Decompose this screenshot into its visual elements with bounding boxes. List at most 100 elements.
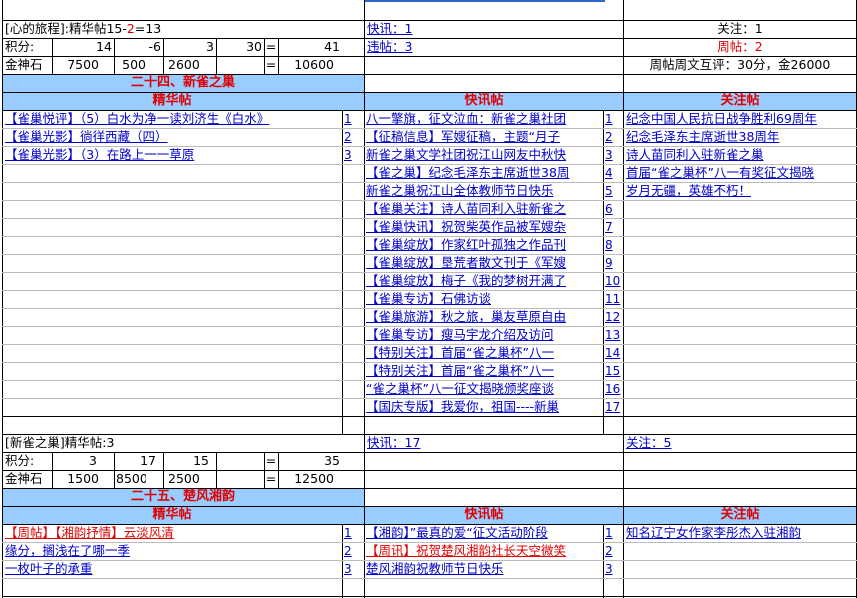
list-item-number[interactable]: 17 — [605, 400, 621, 414]
jifen-equals: = — [265, 453, 277, 468]
jinshenshi-total: 10600 — [294, 57, 334, 72]
list-item-link[interactable]: 【特别关注】首届“雀之巢杯”八一 — [366, 363, 554, 378]
list-item-link[interactable]: 知名辽宁女作家李彤杰入驻湘韵 — [626, 525, 802, 540]
list-item-link[interactable]: 新雀之巢文学社团祝江山网友中秋快 — [366, 147, 567, 162]
list-item-link[interactable]: 【雀巢关注】诗人苗同利入驻新雀之 — [366, 201, 567, 216]
list-item-number[interactable]: 4 — [605, 166, 613, 180]
list-item-number[interactable]: 8 — [605, 238, 613, 252]
list-item-number[interactable]: 3 — [344, 148, 352, 162]
list-item-number[interactable]: 3 — [344, 562, 352, 576]
section-header-bg — [3, 92, 856, 110]
zhoutie-note: 周帖周文互评：30分，金26000 — [649, 57, 831, 72]
list-item-link[interactable]: 【雀巢绽放】作家红叶孤独之作品刊 — [366, 237, 567, 252]
section2-summary-right[interactable]: 关注：5 — [626, 435, 672, 450]
list-item-number[interactable]: 12 — [605, 310, 621, 324]
list-item-number[interactable]: 7 — [605, 220, 613, 234]
list-item-link[interactable]: 岁月无疆，英雄不朽！ — [626, 183, 752, 198]
section2-summary-left: [新雀之巢]精华帖:3 — [5, 435, 115, 450]
section1-title-red: 2 — [126, 21, 135, 36]
list-item-link[interactable]: 【国庆专版】我爱你，祖国----新巢 — [366, 399, 560, 414]
list-item-link[interactable]: 首届“雀之巢杯”八一有奖征文揭晓 — [626, 165, 814, 180]
jifen-value: 3 — [89, 453, 97, 468]
jinshenshi-value: 500 — [122, 57, 146, 72]
section2-summary-mid[interactable]: 快讯：17 — [367, 435, 421, 450]
jinshenshi-value: 2500 — [168, 471, 200, 486]
jinshenshi-equals: = — [265, 471, 277, 486]
list-item-link[interactable]: 【湘韵】”最真的爱“征文活动阶段 — [366, 525, 548, 540]
jinshenshi-label: 金神石 — [5, 471, 43, 486]
list-item-number[interactable]: 16 — [605, 382, 621, 396]
list-item-number[interactable]: 10 — [605, 274, 621, 288]
section1-title: [心的旅程]:精华帖15-2=13 — [5, 21, 162, 36]
list-item-link[interactable]: 【特别关注】首届“雀之巢杯”八一 — [366, 345, 554, 360]
list-item-number[interactable]: 11 — [605, 292, 621, 306]
section3-col1-header: 精华帖 — [152, 507, 192, 522]
list-item-number[interactable]: 3 — [605, 562, 613, 576]
list-item-number[interactable]: 1 — [344, 112, 352, 126]
list-item-link[interactable]: 【周帖】【湘韵抒情】云淡风清 — [5, 525, 174, 540]
list-item-link[interactable]: 【雀之巢】纪念毛泽东主席逝世38周 — [366, 165, 570, 180]
section3-col3-header: 关注帖 — [720, 507, 760, 522]
list-item-number[interactable]: 2 — [605, 544, 613, 558]
list-item-link[interactable]: 诗人苗同利入驻新雀之巢 — [626, 147, 764, 162]
list-item-link[interactable]: 【雀巢绽放】垦荒者散文刊于《军嫂 — [366, 255, 567, 270]
list-item-link[interactable]: 一枚叶子的承重 — [5, 561, 93, 576]
list-item-number[interactable]: 13 — [605, 328, 621, 342]
list-item-link[interactable]: 【雀巢悦评】（5）白水为净一读刘济生《白水》 — [5, 111, 270, 126]
section3-col2-header: 快讯帖 — [464, 507, 504, 522]
list-item-link[interactable]: 【雀巢旅游】秋之旅，巢友草原自由 — [366, 309, 567, 324]
list-item-link[interactable]: 【雀巢快讯】祝贺柴英作品被军嫂杂 — [366, 219, 567, 234]
list-item-link[interactable]: 楚风湘韵祝教师节日快乐 — [366, 561, 504, 576]
jinshenshi-value: 1500 — [67, 471, 99, 486]
jinshenshi-value: 7500 — [67, 57, 99, 72]
list-item-link[interactable]: 【雀巢绽放】梅子《我的梦树开满了 — [366, 273, 567, 288]
section2-col2-header: 快讯帖 — [464, 93, 504, 108]
list-item-link[interactable]: 【周讯】祝贺楚风湘韵社长天空微笑 — [366, 543, 567, 558]
list-item-link[interactable]: “雀之巢杯”八一征文揭晓颁奖座谈 — [366, 381, 554, 396]
jifen-equals: = — [265, 39, 277, 54]
list-item-number[interactable]: 2 — [344, 130, 352, 144]
jifen-value: 17 — [140, 453, 156, 468]
list-item-number[interactable]: 5 — [605, 184, 613, 198]
list-item-link[interactable]: 纪念毛泽东主席逝世38周年 — [626, 129, 780, 144]
list-item-number[interactable]: 1 — [605, 112, 613, 126]
list-item-link[interactable]: 【雀巢光影】（3）在路上一一草原 — [5, 147, 195, 162]
list-item-number[interactable]: 14 — [605, 346, 621, 360]
jinshenshi-value: 8500 — [116, 471, 146, 486]
list-item-number[interactable]: 2 — [344, 544, 352, 558]
list-item-number[interactable]: 9 — [605, 256, 613, 270]
list-item-link[interactable]: 【雀巢专访】石佛访谈 — [366, 291, 492, 306]
section2-col3-header: 关注帖 — [720, 93, 760, 108]
section2-col1-header: 精华帖 — [152, 93, 192, 108]
list-item-link[interactable]: 纪念中国人民抗日战争胜利69周年 — [626, 111, 817, 126]
jifen-total: 35 — [324, 453, 340, 468]
jifen-value: 15 — [193, 453, 209, 468]
list-item-number[interactable]: 15 — [605, 364, 621, 378]
list-item-link[interactable]: 八一擎旗，征文泣血：新雀之巢社团 — [366, 111, 567, 126]
list-item-number[interactable]: 3 — [605, 148, 613, 162]
list-item-link[interactable]: 【雀巢专访】瘦马宇龙介绍及访问 — [366, 327, 554, 342]
list-item-link[interactable]: 新雀之巢祝江山全体教师节日快乐 — [366, 183, 554, 198]
section-banner-bg — [3, 489, 365, 506]
section1-guanzhu: 关注：1 — [717, 21, 763, 36]
jifen-label: 积分: — [5, 453, 35, 468]
jinshenshi-label: 金神石 — [5, 57, 43, 72]
list-item-number[interactable]: 2 — [605, 130, 613, 144]
section3-banner: 二十五、楚风湘韵 — [130, 489, 235, 504]
jifen-value: 30 — [246, 39, 262, 54]
jifen-value: 14 — [96, 39, 112, 54]
list-item-number[interactable]: 1 — [344, 526, 352, 540]
list-item-link[interactable]: 【征稿信息】军嫂征稿，主题“月子 — [366, 129, 560, 144]
jinshenshi-equals: = — [265, 57, 277, 72]
list-item-number[interactable]: 1 — [605, 526, 613, 540]
section2-banner: 二十四、新雀之巢 — [130, 75, 235, 90]
list-item-number[interactable]: 6 — [605, 202, 613, 216]
section1-zhoutie: 周帖：2 — [717, 39, 763, 54]
jifen-value: 3 — [206, 39, 214, 54]
jifen-total: 41 — [324, 39, 340, 54]
section1-weitie[interactable]: 违帖：3 — [367, 39, 413, 54]
list-item-link[interactable]: 【雀巢光影】徜徉西藏（四） — [5, 129, 168, 144]
list-item-link[interactable]: 缘分，搁浅在了哪一季 — [5, 543, 131, 558]
section1-kuaixun[interactable]: 快讯：1 — [367, 21, 413, 36]
